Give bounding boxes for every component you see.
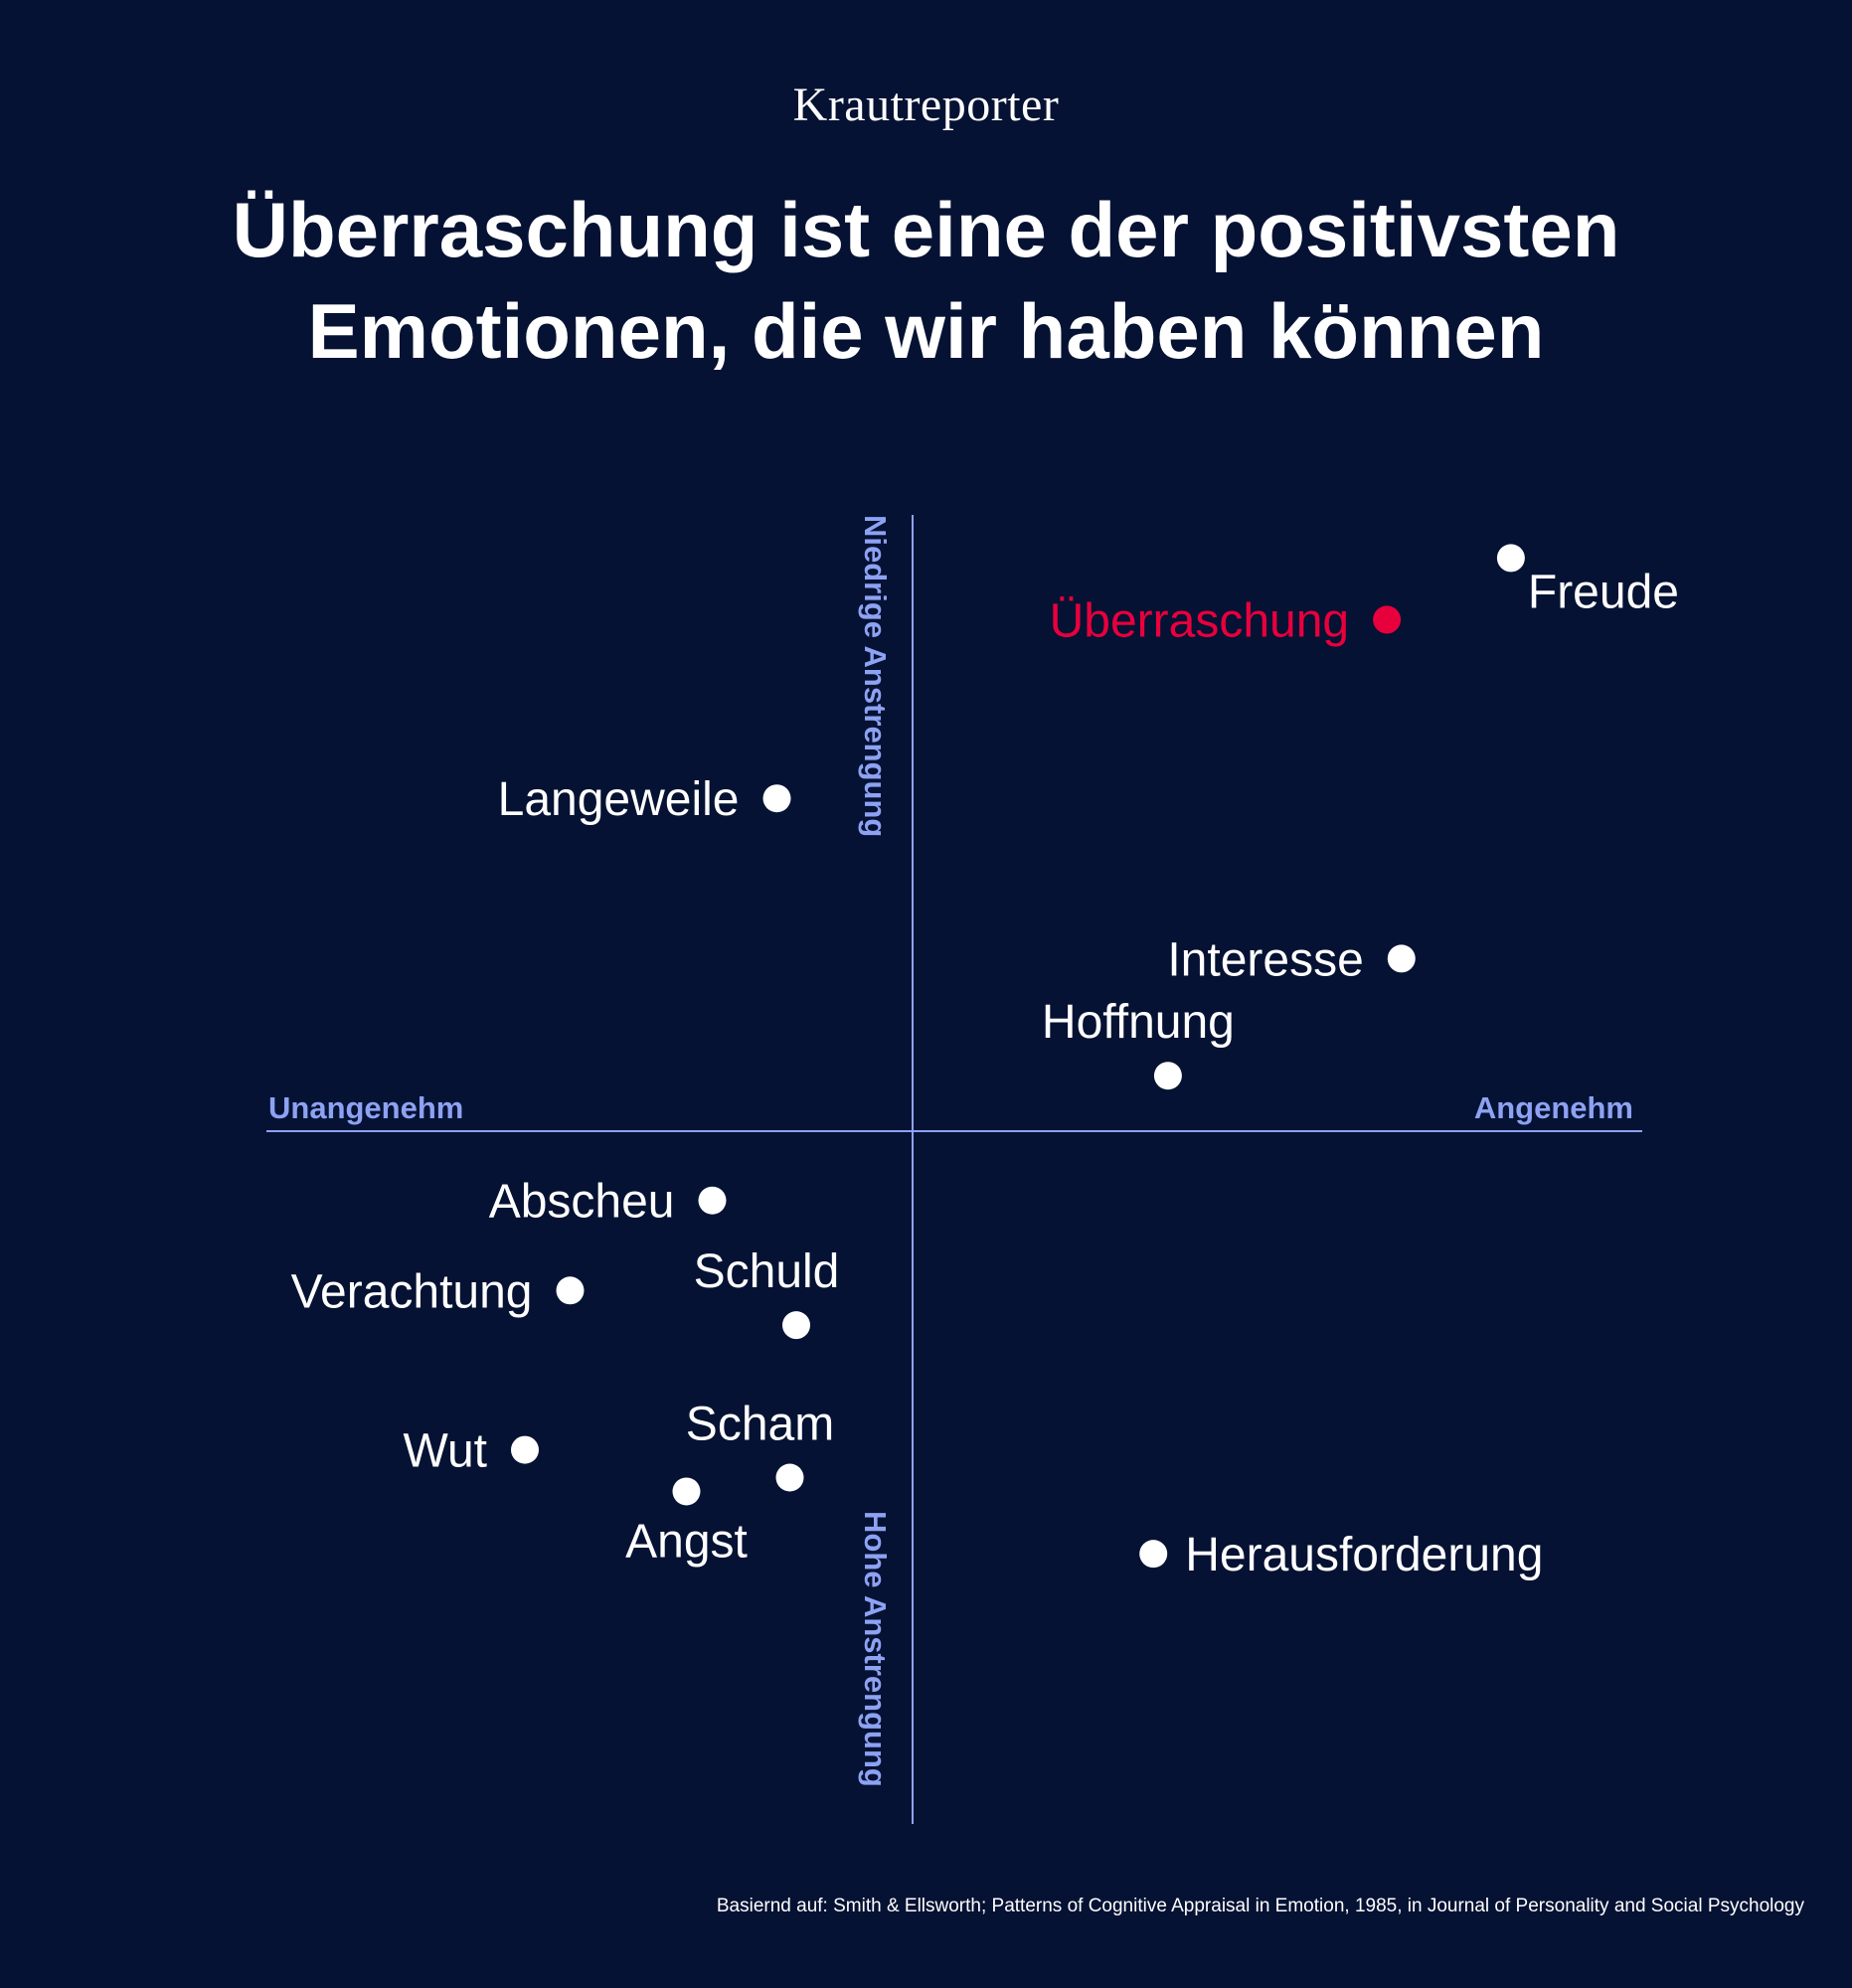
point-label-3: Langeweile [498, 773, 740, 826]
point-label-6: Abscheu [489, 1176, 675, 1229]
point-label-10: Scham [686, 1399, 834, 1451]
point-label-12: Herausforderung [1185, 1529, 1543, 1581]
point-label-7: Verachtung [291, 1265, 533, 1318]
point-2 [1373, 605, 1402, 634]
brand-logo: Krautreporter [792, 79, 1060, 131]
point-1 [1496, 544, 1525, 573]
chart-title: Überraschung ist eine der positivsten Em… [129, 179, 1723, 382]
point-label-11: Angst [625, 1515, 748, 1568]
source-note: Basiernd auf: Smith & Ellsworth; Pattern… [716, 1896, 1804, 1916]
y-axis-bottom-label: Hohe Anstrengung [858, 1511, 893, 1787]
point-8 [782, 1311, 810, 1340]
y-axis-top-label: Niedrige Anstrengung [858, 515, 893, 837]
point-label-8: Schuld [694, 1245, 840, 1298]
point-10 [775, 1463, 804, 1492]
title-line-2: Emotionen, die wir haben können [307, 287, 1545, 375]
point-7 [556, 1276, 585, 1305]
x-axis-right-label: Angenehm [1474, 1090, 1633, 1125]
point-6 [698, 1186, 727, 1215]
point-5 [1153, 1062, 1182, 1090]
title-line-1: Überraschung ist eine der positivsten [232, 186, 1620, 273]
point-label-4: Interesse [1167, 933, 1363, 986]
data-points: Freude Überraschung Langeweile Interesse Hof… [291, 544, 1679, 1581]
point-label-1: Freude [1528, 566, 1679, 618]
point-4 [1387, 944, 1416, 973]
point-12 [1139, 1540, 1168, 1569]
x-axis-left-label: Unangenehm [268, 1090, 463, 1125]
point-11 [672, 1477, 701, 1506]
point-9 [511, 1435, 539, 1464]
point-label-5: Hoffnung [1042, 996, 1235, 1049]
point-label-9: Wut [404, 1425, 487, 1478]
point-label-2: Überraschung [1050, 594, 1350, 647]
point-3 [762, 784, 791, 813]
